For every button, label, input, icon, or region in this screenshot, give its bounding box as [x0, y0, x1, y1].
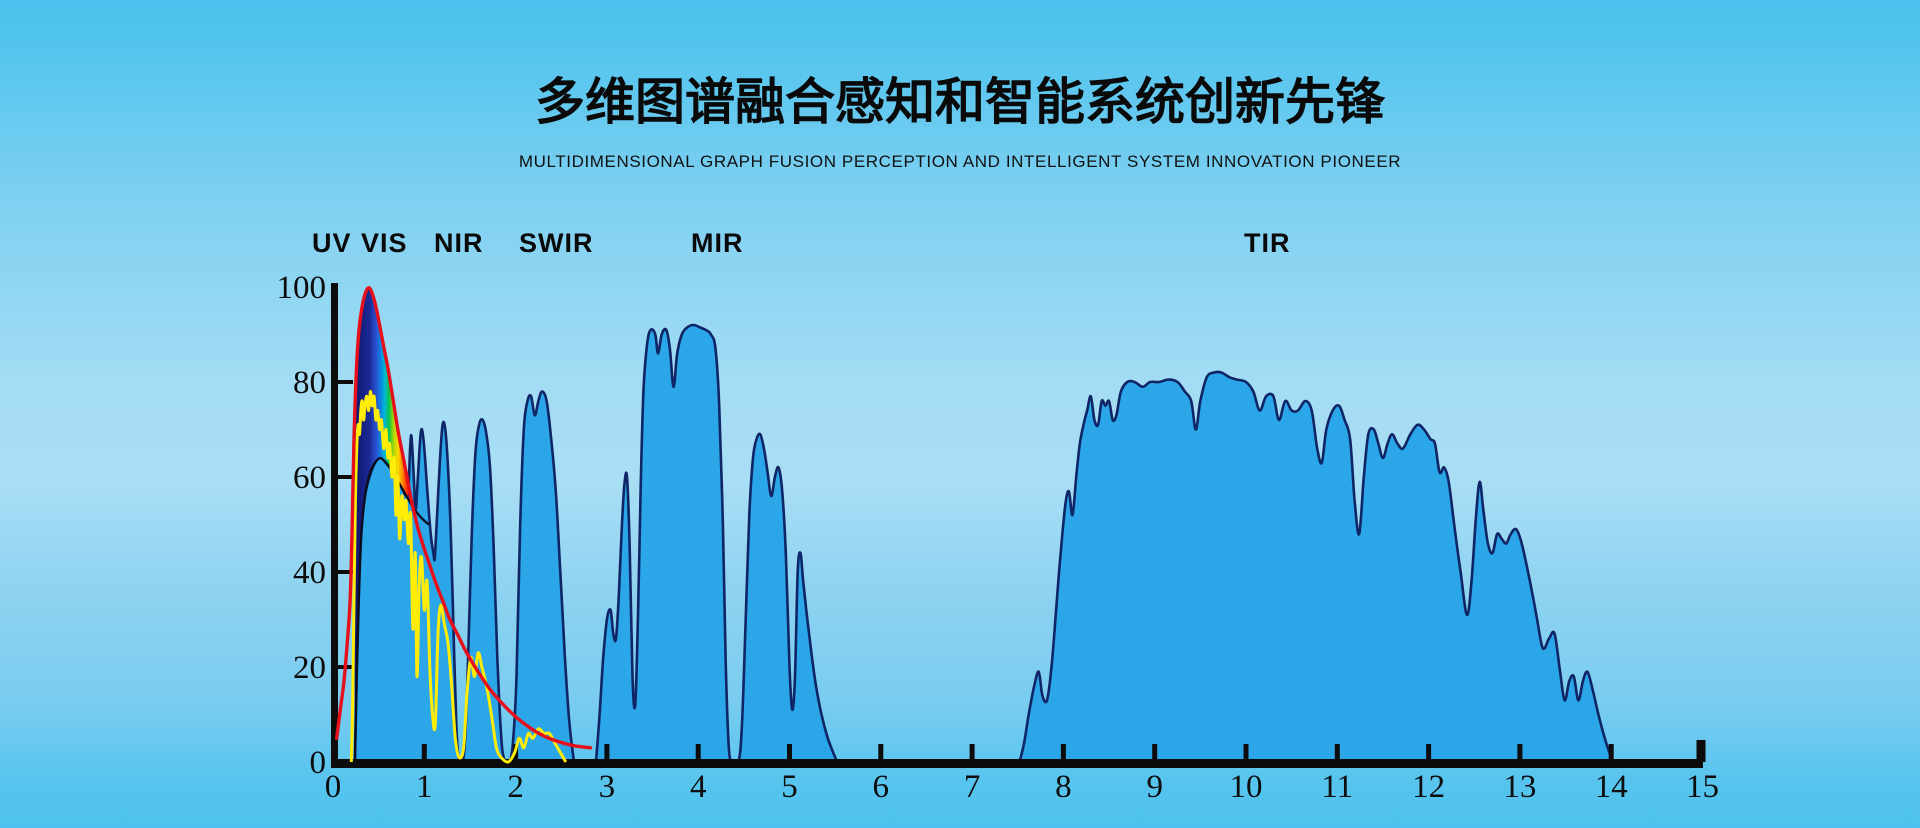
- solar-blackbody-curve: [335, 286, 593, 750]
- x-tick: [695, 744, 701, 760]
- x-tick-label: 14: [1595, 769, 1628, 805]
- y-tick-label: 20: [293, 650, 326, 686]
- x-tick-label: 15: [1686, 769, 1719, 805]
- x-tick: [604, 744, 610, 760]
- x-tick-label: 1: [416, 769, 433, 805]
- y-axis-line: [331, 283, 338, 768]
- transmission-window-area: [595, 325, 837, 766]
- y-tick: [333, 475, 353, 479]
- x-tick-label: 0: [325, 769, 342, 805]
- x-tick-label: 9: [1146, 769, 1163, 805]
- x-tick-label: 4: [690, 769, 707, 805]
- x-tick-label: 5: [781, 769, 798, 805]
- x-tick-label: 3: [599, 769, 616, 805]
- y-tick: [333, 665, 353, 669]
- band-label-vis: VIS: [361, 228, 408, 258]
- band-label-nir: NIR: [434, 228, 484, 258]
- x-tick: [969, 744, 975, 760]
- band-label-mir: MIR: [691, 228, 744, 258]
- x-tick-label: 2: [507, 769, 524, 805]
- x-tick-label: 6: [873, 769, 890, 805]
- transmission-window-outline: [594, 323, 839, 768]
- transmission-window-area: [1019, 371, 1615, 763]
- x-tick-label: 8: [1055, 769, 1072, 805]
- x-tick: [878, 744, 884, 760]
- solar-ground-spectrum-curve: [349, 389, 568, 764]
- y-tick: [333, 570, 353, 574]
- transmission-window-outline: [1018, 370, 1616, 763]
- y-tick-label: 0: [310, 745, 327, 781]
- y-tick-label: 80: [293, 365, 326, 401]
- band-label-tir: TIR: [1244, 228, 1291, 258]
- y-tick-label: 40: [293, 555, 326, 591]
- x-tick: [1060, 744, 1066, 760]
- band-label-swir: SWIR: [519, 228, 594, 258]
- x-tick: [1152, 744, 1158, 760]
- band-label-uv: UV: [312, 228, 352, 258]
- x-tick: [1517, 744, 1523, 760]
- x-tick: [1608, 744, 1614, 760]
- x-axis-end-cap: [1696, 740, 1706, 762]
- x-tick: [1334, 744, 1340, 760]
- page-subtitle: MULTIDIMENSIONAL GRAPH FUSION PERCEPTION…: [518, 152, 1402, 171]
- x-tick: [787, 744, 792, 760]
- x-axis-line: [331, 759, 1703, 768]
- x-tick-label: 11: [1321, 769, 1353, 805]
- y-tick: [333, 380, 353, 384]
- x-tick: [1243, 744, 1249, 760]
- page-title: 多维图谱融合感知和智能系统创新先锋: [535, 74, 1385, 130]
- x-tick-label: 12: [1412, 769, 1445, 805]
- x-tick-label: 7: [964, 769, 981, 805]
- x-tick-label: 13: [1503, 769, 1536, 805]
- y-tick-label: 60: [293, 460, 326, 496]
- x-tick: [421, 744, 427, 760]
- y-tick-label: 100: [277, 270, 327, 306]
- x-tick: [1426, 744, 1432, 760]
- x-tick-label: 10: [1230, 769, 1263, 805]
